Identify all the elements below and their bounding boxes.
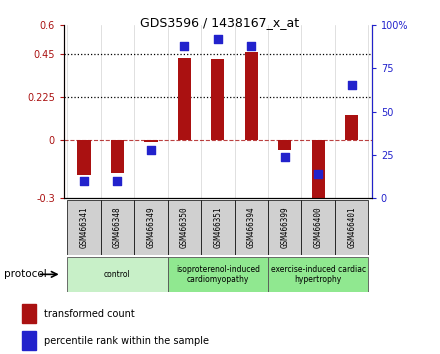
Point xyxy=(114,178,121,184)
Bar xyxy=(134,200,168,255)
Bar xyxy=(77,141,91,175)
Point xyxy=(248,43,255,48)
Text: GSM466401: GSM466401 xyxy=(347,207,356,248)
Text: protocol: protocol xyxy=(4,269,47,279)
Point xyxy=(181,43,188,48)
Bar xyxy=(312,141,325,208)
Text: GSM466349: GSM466349 xyxy=(147,207,155,248)
Bar xyxy=(268,257,368,292)
Bar xyxy=(67,257,168,292)
Point xyxy=(281,154,288,159)
Text: exercise-induced cardiac
hypertrophy: exercise-induced cardiac hypertrophy xyxy=(271,265,366,284)
Text: GSM466341: GSM466341 xyxy=(79,207,88,248)
Bar xyxy=(235,200,268,255)
Bar xyxy=(111,141,124,173)
Bar xyxy=(278,141,291,150)
Bar xyxy=(22,304,36,323)
Text: transformed count: transformed count xyxy=(44,309,135,319)
Bar xyxy=(22,331,36,350)
Bar xyxy=(144,141,158,142)
Bar xyxy=(168,200,201,255)
Text: percentile rank within the sample: percentile rank within the sample xyxy=(44,336,209,346)
Bar xyxy=(301,200,335,255)
Point xyxy=(315,171,322,177)
Text: control: control xyxy=(104,270,131,279)
Bar xyxy=(67,200,101,255)
Bar xyxy=(178,58,191,141)
Point xyxy=(214,36,221,41)
Bar xyxy=(168,257,268,292)
Text: isoproterenol-induced
cardiomyopathy: isoproterenol-induced cardiomyopathy xyxy=(176,265,260,284)
Bar xyxy=(201,200,235,255)
Text: GSM466351: GSM466351 xyxy=(213,207,222,248)
Bar xyxy=(211,59,224,141)
Point xyxy=(348,83,355,88)
Point xyxy=(81,178,88,184)
Text: GSM466400: GSM466400 xyxy=(314,207,323,248)
Text: GSM466394: GSM466394 xyxy=(247,207,256,248)
Bar xyxy=(268,200,301,255)
Text: GSM466350: GSM466350 xyxy=(180,207,189,248)
Text: GSM466348: GSM466348 xyxy=(113,207,122,248)
Point xyxy=(147,147,154,153)
Bar xyxy=(101,200,134,255)
Text: GDS3596 / 1438167_x_at: GDS3596 / 1438167_x_at xyxy=(140,16,300,29)
Text: GSM466399: GSM466399 xyxy=(280,207,289,248)
Bar xyxy=(335,200,368,255)
Bar xyxy=(345,115,359,141)
Bar xyxy=(245,52,258,141)
